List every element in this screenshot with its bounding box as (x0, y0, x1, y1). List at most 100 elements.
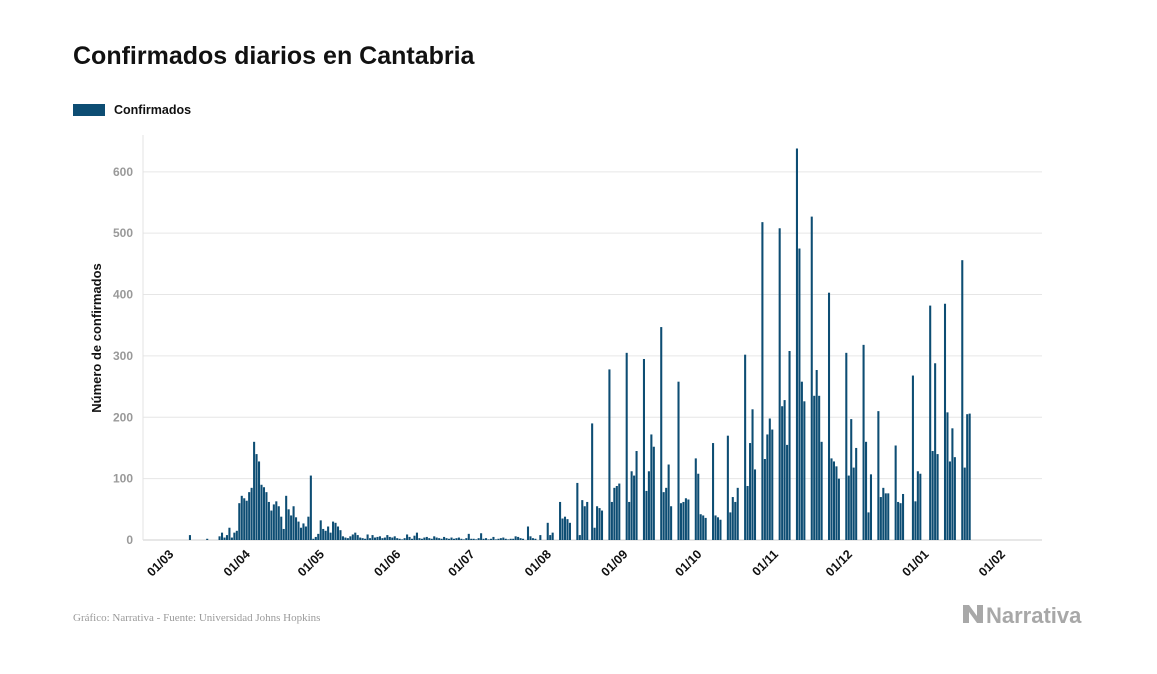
bar (218, 536, 221, 540)
bar (684, 498, 687, 540)
bar (517, 536, 520, 540)
bar (482, 538, 485, 540)
bar (526, 526, 530, 540)
bar (882, 487, 885, 540)
bar (327, 526, 330, 540)
bar (371, 535, 374, 540)
bar (744, 354, 747, 540)
bar (443, 536, 446, 540)
bar (911, 375, 914, 540)
bar (455, 538, 458, 540)
bar (514, 536, 517, 540)
bar-layer (188, 148, 971, 541)
bar (406, 534, 409, 540)
bar (507, 539, 510, 540)
narrativa-logo-icon (963, 603, 983, 629)
bar (551, 532, 554, 540)
bar (600, 510, 604, 540)
bar (480, 533, 483, 540)
x-tick-label: 01/04 (221, 547, 253, 579)
bar (561, 518, 564, 540)
bar (292, 506, 295, 540)
bar (245, 500, 248, 540)
bar (415, 532, 418, 540)
bar (457, 537, 460, 540)
bar (295, 517, 298, 540)
bar (467, 533, 470, 540)
bar (359, 537, 362, 540)
legend: Confirmados (73, 103, 191, 117)
bar (420, 538, 423, 540)
bar (275, 501, 278, 540)
bar (430, 538, 433, 540)
brand-logo[interactable]: Narrativa (963, 603, 1081, 629)
bar (953, 457, 956, 540)
bar (667, 464, 670, 540)
bar (647, 471, 650, 540)
bar (492, 536, 495, 540)
bar (596, 506, 599, 540)
bar (477, 538, 480, 540)
bar (531, 538, 534, 540)
bar (902, 493, 905, 540)
bar (948, 461, 951, 540)
bar (919, 473, 922, 540)
bar (470, 538, 473, 540)
bar (662, 492, 665, 540)
bar (290, 515, 293, 540)
bar (346, 538, 349, 540)
bar (499, 538, 502, 540)
x-tick-label: 01/12 (823, 547, 855, 579)
bar (373, 537, 377, 540)
bar (472, 538, 475, 540)
bar (299, 527, 303, 540)
bar (258, 461, 261, 540)
x-tick-label: 01/05 (295, 547, 327, 579)
bar (615, 486, 618, 540)
bar (408, 536, 411, 540)
y-tick-label: 100 (113, 472, 133, 486)
bar (712, 443, 715, 540)
bar (749, 443, 752, 540)
bar (356, 535, 359, 540)
bar (650, 434, 653, 540)
bar (795, 148, 798, 540)
bar (386, 535, 389, 540)
bar (897, 501, 900, 540)
bar (225, 535, 228, 540)
bar (285, 495, 288, 540)
bar (317, 533, 320, 540)
bar (961, 260, 964, 540)
bar (262, 487, 266, 540)
bar (716, 517, 720, 540)
x-tick-label: 01/03 (144, 547, 176, 579)
bar (670, 506, 673, 540)
bar (699, 514, 702, 540)
bar (433, 536, 436, 540)
bar (630, 471, 633, 540)
bar (719, 519, 722, 540)
y-tick-label: 600 (113, 165, 133, 179)
bar (396, 538, 399, 540)
bar (349, 536, 352, 540)
bar (494, 539, 497, 540)
bar (502, 537, 505, 540)
bar (260, 484, 263, 540)
bar (230, 537, 233, 540)
bar (302, 523, 305, 540)
x-tick-label: 01/07 (446, 547, 478, 579)
bar (334, 522, 337, 540)
bar (581, 500, 584, 540)
bar (418, 538, 421, 540)
bar (936, 454, 939, 540)
bar (768, 418, 771, 540)
legend-swatch (73, 104, 105, 116)
bar (625, 352, 628, 540)
bar (341, 536, 344, 540)
bar (677, 381, 680, 540)
bar (539, 535, 542, 540)
source-note: Gráfico: Narrativa - Fuente: Universidad… (73, 612, 321, 624)
bar (223, 537, 226, 540)
bar (783, 400, 786, 540)
bar (781, 406, 784, 540)
